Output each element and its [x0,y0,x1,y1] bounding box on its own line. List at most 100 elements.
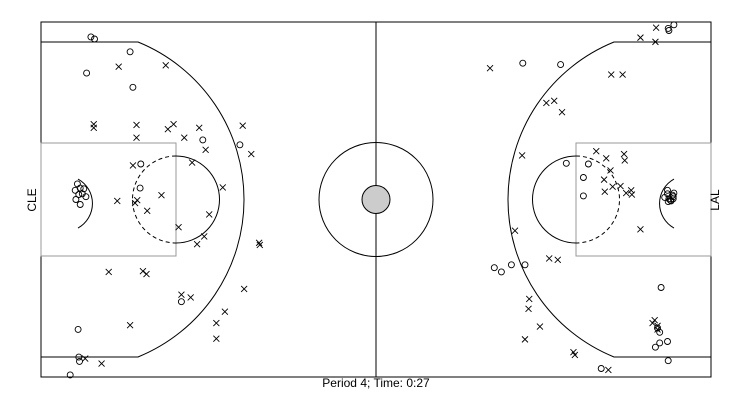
missed-shot-point [651,316,659,324]
missed-shot-point [195,124,203,132]
made-shot-point [521,261,529,269]
missed-shot-point [256,241,264,249]
shot-marks [66,21,678,379]
missed-shot-point [637,226,644,233]
missed-shot-point [511,227,519,235]
missed-shot-point [158,191,165,199]
center-jump-circle [361,185,391,214]
missed-shot-point [649,319,656,327]
made-shot-point [656,339,664,347]
right-team-label: LAL [708,189,722,211]
missed-shot-point [213,319,220,327]
right-three-point-line [507,41,711,358]
made-shot-point [87,33,95,41]
made-shot-point [74,325,82,333]
missed-shot-point [545,255,553,262]
left-free-throw-arc [175,155,220,244]
made-shot-point [670,21,678,29]
missed-shot-point [187,294,194,301]
made-shot-point [75,353,83,361]
missed-shot-point [202,146,209,154]
missed-shot-point [607,71,615,78]
made-shot-point [82,193,90,201]
left-free-throw-arc-dashed [132,155,177,244]
missed-shot-point [115,63,123,71]
right-free-throw-arc [532,155,577,244]
right-free-throw-arc-dashed [575,155,620,244]
made-shot-point [126,48,134,56]
center-circle [318,142,434,257]
left-lane [40,142,177,257]
missed-shot-point [620,150,628,158]
made-shot-point [91,35,98,43]
missed-shot-point [247,150,255,158]
made-shot-point [71,186,79,194]
missed-shot-point [525,295,533,303]
missed-shot-point [486,64,494,72]
missed-shot-point [239,122,247,129]
made-shot-point [664,357,672,365]
missed-shot-point [570,348,577,356]
made-shot-point [519,59,527,67]
missed-shot-point [200,233,208,240]
missed-shot-point [129,162,137,169]
made-shot-point [137,160,145,168]
made-shot-point [72,196,80,203]
missed-shot-point [607,167,614,174]
made-shot-point [136,184,144,192]
made-shot-point [651,343,659,351]
made-shot-point [80,185,88,193]
made-shot-point [657,284,665,291]
missed-shot-point [126,321,134,329]
missed-shot-point [652,24,660,31]
made-shot-point [579,174,587,181]
missed-shot-point [143,207,151,215]
missed-shot-point [164,125,172,133]
made-shot-point [562,159,570,167]
made-shot-point [75,191,83,198]
missed-shot-point [221,308,229,315]
made-shot-point [73,180,81,188]
made-shot-point [664,190,671,198]
missed-shot-point [205,211,213,218]
made-shot-point [199,136,207,144]
missed-shot-point [602,155,610,162]
missed-shot-point [240,285,248,293]
missed-shot-point [543,99,550,107]
made-shot-point [664,186,671,194]
missed-shot-point [554,256,562,264]
missed-shot-point [170,120,177,128]
right-restricted-arc [659,178,675,229]
missed-shot-point [600,176,608,183]
missed-shot-point [133,134,140,142]
missed-shot-point [536,323,544,330]
missed-shot-point [609,183,616,191]
missed-shot-point [193,240,201,248]
missed-shot-point [105,268,113,276]
missed-shot-point [617,182,624,190]
missed-shot-point [550,97,558,105]
made-shot-point [129,83,137,91]
missed-shot-point [139,267,147,275]
missed-shot-point [219,184,227,191]
missed-shot-point [143,270,150,278]
missed-shot-point [605,366,612,374]
made-shot-point [665,27,673,34]
missed-shot-point [90,124,98,132]
chart-title: Period 4; Time: 0:27 [322,376,430,390]
missed-shot-point [621,157,629,164]
missed-shot-point [178,291,185,298]
made-shot-point [665,195,673,203]
missed-shot-point [90,120,98,128]
made-shot-point [667,197,675,205]
missed-shot-point [255,239,263,247]
missed-shot-point [133,196,141,204]
missed-shot-point [592,147,600,155]
missed-shot-point [558,108,566,116]
right-lane [575,142,712,257]
made-shot-point [76,357,83,365]
made-shot-point [490,264,498,272]
missed-shot-point [601,188,609,196]
